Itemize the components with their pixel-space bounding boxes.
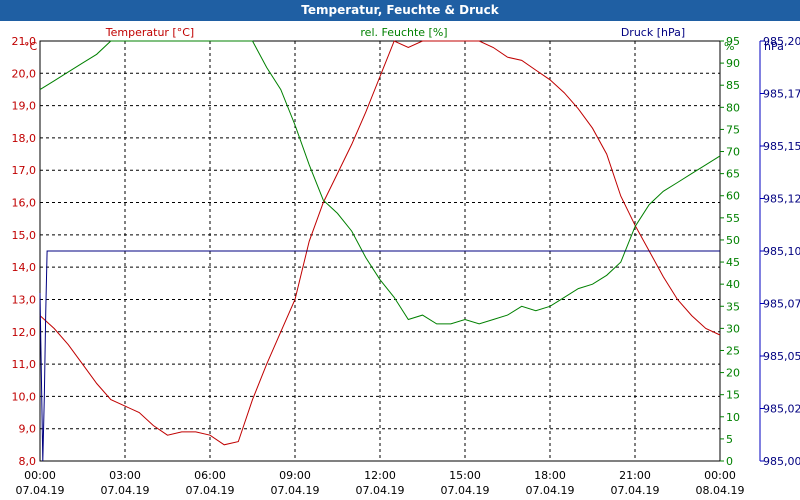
right2-tick-label: 985,17 bbox=[763, 88, 800, 101]
right1-tick-label: 65 bbox=[726, 168, 740, 181]
left-axis-label: Temperatur [°C] bbox=[105, 26, 194, 39]
x-tick-time: 21:00 bbox=[619, 469, 651, 482]
x-tick-time: 00:00 bbox=[24, 469, 56, 482]
x-tick-time: 15:00 bbox=[449, 469, 481, 482]
right1-axis-label: rel. Feuchte [%] bbox=[360, 26, 447, 39]
left-tick-label: 16,0 bbox=[12, 197, 37, 210]
left-axis-unit: °C bbox=[24, 40, 38, 53]
right2-tick-label: 985,02 bbox=[763, 403, 800, 416]
left-tick-label: 20,0 bbox=[12, 67, 37, 80]
humidity-series-line bbox=[39, 40, 721, 325]
right1-tick-label: 90 bbox=[726, 57, 740, 70]
x-tick-date: 07.04.19 bbox=[526, 484, 575, 497]
right2-tick-label: 985,10 bbox=[763, 245, 800, 258]
temperature-series-line bbox=[39, 40, 721, 446]
left-tick-label: 14,0 bbox=[12, 261, 37, 274]
pressure-series-line bbox=[39, 250, 720, 462]
right1-tick-label: 15 bbox=[726, 389, 740, 402]
right1-tick-label: 30 bbox=[726, 322, 740, 335]
right2-tick-label: 985,20 bbox=[763, 35, 800, 48]
x-tick-time: 00:00 bbox=[704, 469, 736, 482]
x-tick-date: 07.04.19 bbox=[356, 484, 405, 497]
x-tick-date: 07.04.19 bbox=[186, 484, 235, 497]
x-tick-date: 07.04.19 bbox=[441, 484, 490, 497]
left-tick-label: 19,0 bbox=[12, 100, 37, 113]
left-tick-label: 8,0 bbox=[19, 455, 37, 468]
x-tick-date: 07.04.19 bbox=[271, 484, 320, 497]
x-tick-time: 12:00 bbox=[364, 469, 396, 482]
left-tick-label: 11,0 bbox=[12, 358, 37, 371]
right2-tick-label: 985,05 bbox=[763, 350, 800, 363]
chart-svg: 8,0 9,0 10,0 11,0 12,0 13,0 14,0 15,0 16,0 17,0 18… bbox=[12, 26, 800, 497]
x-tick-time: 06:00 bbox=[194, 469, 226, 482]
right1-tick-label: 5 bbox=[726, 433, 733, 446]
right1-tick-label: 0 bbox=[726, 455, 733, 468]
x-tick-date: 07.04.19 bbox=[101, 484, 150, 497]
x-tick-time: 03:00 bbox=[109, 469, 141, 482]
right2-tick-label: 985,15 bbox=[763, 140, 800, 153]
x-tick-time: 18:00 bbox=[534, 469, 566, 482]
right1-tick-label: 20 bbox=[726, 367, 740, 380]
left-tick-label: 18,0 bbox=[12, 132, 37, 145]
right2-axis-label: Druck [hPa] bbox=[621, 26, 685, 39]
right1-tick-label: 50 bbox=[726, 234, 740, 247]
right1-tick-label: 25 bbox=[726, 344, 740, 357]
right1-tick-label: 80 bbox=[726, 101, 740, 114]
right1-tick-label: 45 bbox=[726, 256, 740, 269]
x-tick-date: 07.04.19 bbox=[16, 484, 65, 497]
right1-tick-label: 55 bbox=[726, 212, 740, 225]
left-tick-label: 10,0 bbox=[12, 390, 37, 403]
left-tick-label: 15,0 bbox=[12, 229, 37, 242]
x-tick-date: 08.04.19 bbox=[696, 484, 745, 497]
x-tick-date: 07.04.19 bbox=[611, 484, 660, 497]
right1-tick-label: 60 bbox=[726, 190, 740, 203]
left-tick-label: 12,0 bbox=[12, 326, 37, 339]
right1-tick-label: 70 bbox=[726, 146, 740, 159]
left-tick-label: 17,0 bbox=[12, 164, 37, 177]
right1-tick-label: 95 bbox=[726, 35, 740, 48]
left-tick-label: 13,0 bbox=[12, 293, 37, 306]
right2-tick-label: 985,07 bbox=[763, 298, 800, 311]
right2-axis-unit: hPa bbox=[764, 40, 784, 53]
window-title: Temperatur, Feuchte & Druck bbox=[0, 0, 800, 21]
right1-tick-label: 10 bbox=[726, 411, 740, 424]
right2-tick-label: 985,00 bbox=[763, 455, 800, 468]
x-tick-time: 09:00 bbox=[279, 469, 311, 482]
right1-tick-label: 75 bbox=[726, 123, 740, 136]
right1-tick-label: 40 bbox=[726, 278, 740, 291]
left-tick-label: 9,0 bbox=[19, 423, 37, 436]
right1-axis-unit: % bbox=[724, 40, 734, 53]
right2-tick-label: 985,12 bbox=[763, 193, 800, 206]
left-tick-label: 21,0 bbox=[12, 35, 37, 48]
right1-tick-label: 85 bbox=[726, 79, 740, 92]
right1-tick-label: 35 bbox=[726, 300, 740, 313]
